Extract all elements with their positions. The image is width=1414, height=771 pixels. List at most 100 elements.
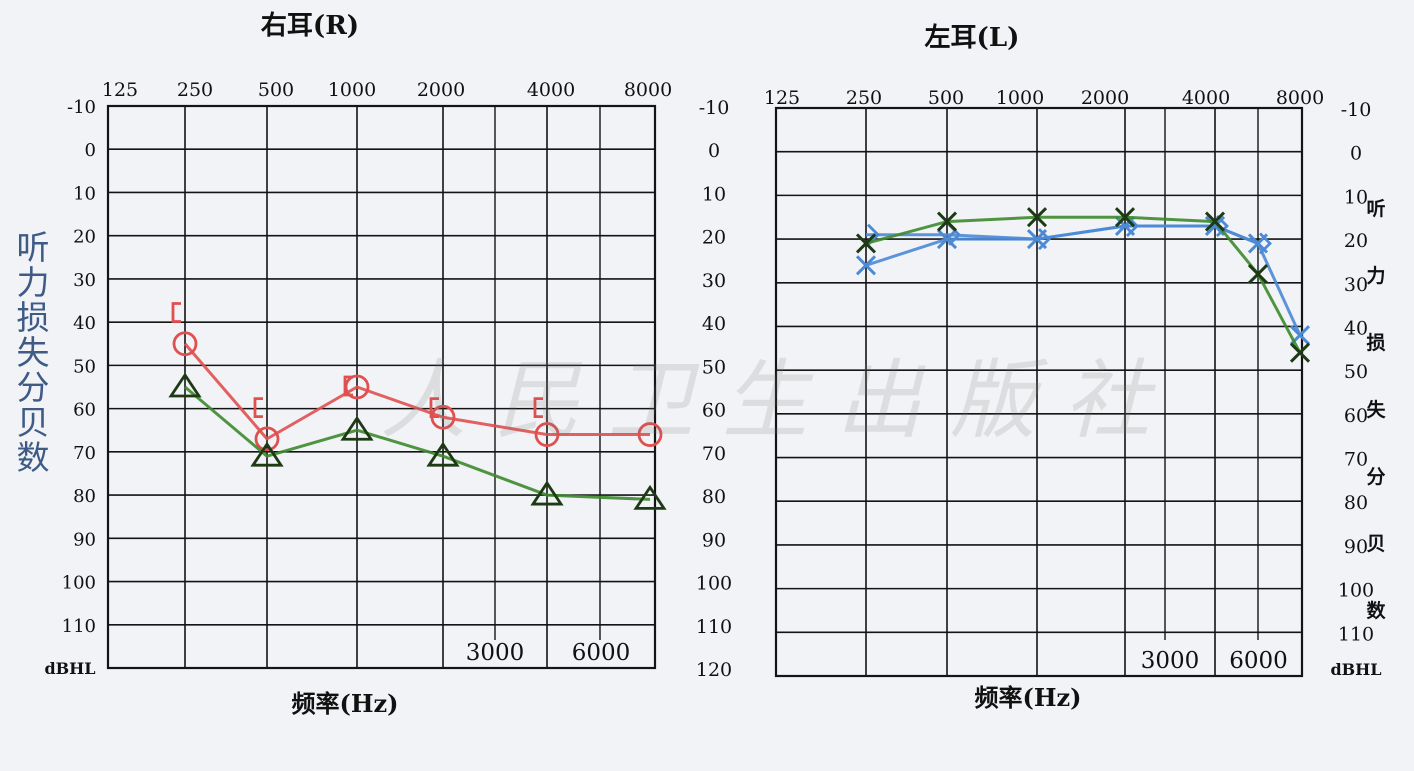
data-point-circle [254,426,280,452]
y-tick-label-left: 110 [62,616,96,637]
y-tick-label-right: 30 [702,270,726,292]
data-point-angle [1259,232,1272,255]
y-axis-side-char: 听 [1366,197,1385,220]
right-ear-chart [106,104,667,670]
data-point-cross [1247,263,1269,285]
y-tick-label-right: 100 [1338,580,1374,602]
y-tick-label-right: 100 [696,573,732,595]
y-tick-label-right: 10 [702,183,726,205]
publisher-watermark: 人民卫生出版社 [380,351,1178,451]
data-point-bracket [533,397,543,419]
plot-frame [774,106,1304,678]
y-tick-label-right: 10 [1344,186,1368,208]
y-axis-side-char: 贝 [1366,533,1385,555]
data-point-cross [936,229,958,250]
series-line [183,342,650,441]
y-axis-side-label: 听力损失分贝数 [11,230,50,475]
data-point-angle [1038,228,1051,251]
y-tick-label-right: 30 [1344,274,1368,296]
series-line [865,224,1302,336]
plot-frame [106,104,657,670]
x-tick-label-top: 2000 [1081,87,1129,109]
data-point-triangle [250,441,284,467]
x-tick-label-bottom: 6000 [1229,648,1288,674]
x-axis-title: 频率(Hz) [974,683,1081,712]
y-tick-label-right: 60 [702,400,726,422]
data-point-circle [534,422,560,447]
y-tick-label-right: 20 [702,227,726,249]
y-tick-label-right: 110 [1338,623,1374,645]
y-tick-label-right: 70 [702,443,726,465]
y-tick-label-left: 60 [73,400,96,421]
y-tick-label-left: 30 [73,270,96,291]
y-tick-label-right: 60 [1344,405,1368,427]
y-tick-label-left: 40 [73,313,96,334]
y-tick-label-right: 80 [702,486,726,508]
left-ear-chart [774,106,1311,678]
y-tick-label-left: 10 [73,183,96,204]
data-point-bracket [429,397,439,419]
x-tick-label-top: 4000 [527,79,575,101]
data-point-bracket [343,375,353,397]
y-tick-label-right: 110 [696,616,732,638]
x-tick-label-top: 500 [258,79,294,101]
y-tick-label-right: 50 [702,356,726,378]
data-point-cross [855,255,877,276]
y-tick-label-right: 80 [1344,492,1368,514]
y-tick-label-right: -10 [699,97,730,119]
x-tick-label-top: 1000 [328,79,376,101]
y-tick-label-left: 100 [62,573,96,594]
y-axis-side-char: 力 [1366,264,1385,287]
data-point-triangle [168,372,202,398]
x-tick-label-bottom: 3000 [466,640,525,666]
y-tick-label-left: -10 [67,97,96,118]
y-tick-label-left: 50 [73,356,96,377]
y-tick-label-left: 70 [73,443,96,464]
y-tick-label-right: 50 [1344,361,1368,383]
data-point-cross [1114,207,1136,228]
y-tick-label-left: 90 [73,529,96,550]
chart-title: 右耳(R) [261,11,359,41]
data-point-triangle [426,441,460,467]
x-tick-label-top: 500 [928,87,964,109]
y-axis-side-char: 分 [1366,466,1385,488]
series-line [184,385,651,501]
data-point-cross [1204,211,1226,232]
data-point-triangle [530,480,564,506]
y-tick-label-right: 70 [1344,449,1368,471]
data-point-bracket [171,302,181,323]
chart-title: 左耳(L) [925,23,1020,53]
x-tick-label-bottom: 3000 [1141,648,1200,674]
x-axis-title: 频率(Hz) [291,689,398,718]
data-point-cross [855,233,877,254]
data-point-angle [1216,214,1229,237]
data-point-angle [1126,214,1139,237]
y-tick-label-right: -10 [1341,99,1372,121]
x-tick-label-top: 8000 [624,79,672,101]
x-tick-label-top: 125 [764,87,800,109]
y-axis-side-char: 失 [1366,398,1386,421]
x-tick-label-top: 8000 [1276,87,1324,109]
x-tick-label-bottom: 6000 [572,640,631,666]
data-point-circle [172,331,198,357]
data-point-cross [936,211,958,232]
data-point-triangle [340,415,374,441]
x-tick-label-top: 2000 [417,79,465,101]
y-tick-label-right: 120 [696,659,732,681]
x-tick-label-top: 250 [177,79,213,101]
y-tick-label-left: 80 [73,486,96,507]
y-tick-label-right: 90 [702,529,726,551]
data-point-bracket [253,397,263,419]
x-tick-label-top: 250 [846,87,882,109]
y-unit-label: dBHL [1330,660,1381,679]
x-tick-label-top: 125 [102,79,138,101]
data-point-triangle [633,484,667,510]
data-point-cross [1289,342,1311,363]
y-tick-label-right: 40 [702,313,726,335]
y-tick-label-right: 20 [1344,230,1368,252]
y-tick-label-right: 40 [1344,317,1368,339]
data-point-circle [637,422,663,447]
y-axis-side-char: 数 [1366,599,1386,622]
